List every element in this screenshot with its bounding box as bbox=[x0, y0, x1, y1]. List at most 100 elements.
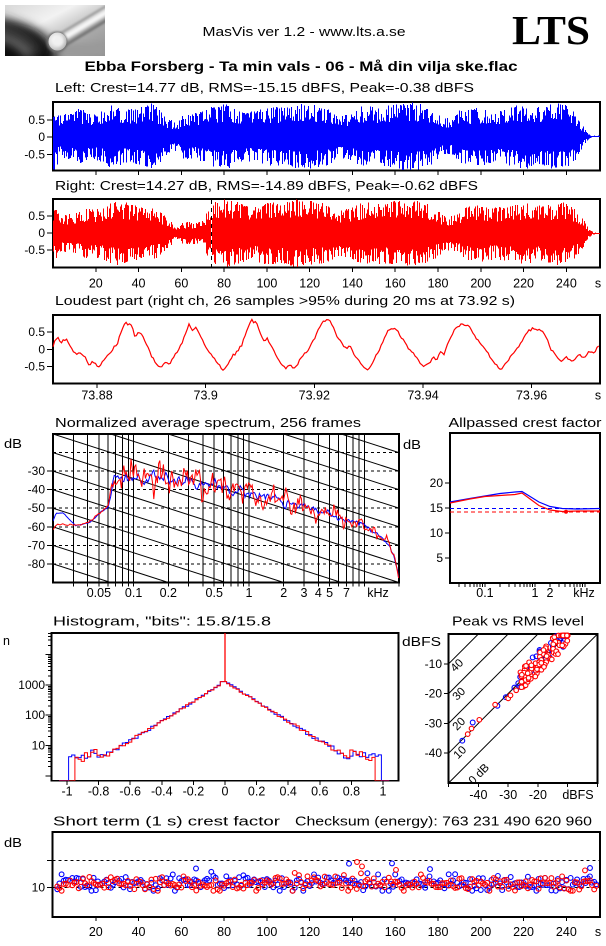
svg-text:-1: -1 bbox=[61, 785, 72, 799]
svg-text:-10: -10 bbox=[425, 657, 443, 671]
svg-text:-30: -30 bbox=[499, 788, 517, 802]
svg-text:-0.2: -0.2 bbox=[183, 785, 205, 799]
svg-text:dB: dB bbox=[403, 438, 421, 452]
svg-text:100: 100 bbox=[256, 277, 277, 291]
svg-text:-40: -40 bbox=[28, 483, 46, 497]
svg-text:60: 60 bbox=[174, 277, 188, 291]
svg-text:73.96: 73.96 bbox=[516, 389, 547, 403]
svg-text:LTS: LTS bbox=[512, 7, 590, 53]
svg-text:Left: Crest=14.77 dB, RMS=-15.: Left: Crest=14.77 dB, RMS=-15.15 dBFS, P… bbox=[55, 81, 474, 95]
svg-text:10: 10 bbox=[32, 881, 46, 895]
svg-text:-0.5: -0.5 bbox=[24, 243, 45, 257]
svg-text:n: n bbox=[3, 634, 10, 648]
svg-text:-50: -50 bbox=[28, 501, 46, 515]
svg-text:20: 20 bbox=[89, 277, 103, 291]
svg-text:40: 40 bbox=[132, 277, 146, 291]
svg-text:kHz: kHz bbox=[367, 586, 389, 600]
svg-text:-60: -60 bbox=[28, 520, 46, 534]
svg-text:dB: dB bbox=[4, 437, 22, 451]
svg-text:-0.5: -0.5 bbox=[24, 360, 45, 374]
svg-text:s: s bbox=[595, 277, 601, 291]
svg-text:73.92: 73.92 bbox=[299, 389, 330, 403]
svg-text:1: 1 bbox=[380, 785, 387, 799]
svg-text:-40: -40 bbox=[469, 788, 487, 802]
svg-text:-0.8: -0.8 bbox=[88, 785, 110, 799]
svg-text:kHz: kHz bbox=[573, 586, 595, 600]
svg-text:dBFS: dBFS bbox=[562, 788, 593, 802]
svg-text:Checksum (energy): 763 231 49: Checksum (energy): 763 231 490 620 960 bbox=[295, 815, 592, 829]
svg-text:160: 160 bbox=[385, 277, 406, 291]
svg-text:0.5: 0.5 bbox=[28, 209, 45, 223]
svg-text:220: 220 bbox=[513, 277, 534, 291]
svg-text:220: 220 bbox=[513, 925, 534, 939]
svg-text:0.05: 0.05 bbox=[87, 586, 111, 600]
svg-text:200: 200 bbox=[470, 277, 491, 291]
svg-text:-30: -30 bbox=[425, 716, 443, 730]
svg-text:0.1: 0.1 bbox=[476, 586, 493, 600]
svg-text:30: 30 bbox=[451, 686, 469, 704]
svg-text:1: 1 bbox=[245, 586, 252, 600]
svg-text:Histogram, "bits": 15.8/15.8: Histogram, "bits": 15.8/15.8 bbox=[53, 615, 271, 629]
svg-text:3: 3 bbox=[300, 586, 307, 600]
svg-text:Normalized average spectrum, 2: Normalized average spectrum, 256 frames bbox=[55, 416, 361, 430]
svg-text:120: 120 bbox=[299, 277, 320, 291]
svg-text:0.5: 0.5 bbox=[28, 325, 45, 339]
svg-text:180: 180 bbox=[428, 277, 449, 291]
svg-text:Right: Crest=14.27 dB, RMS=-14: Right: Crest=14.27 dB, RMS=-14.89 dBFS, … bbox=[55, 179, 478, 193]
svg-text:Ebba Forsberg - Ta min vals -: Ebba Forsberg - Ta min vals - 06 - Må di… bbox=[85, 59, 519, 74]
svg-text:20: 20 bbox=[89, 925, 103, 939]
svg-text:dBFS: dBFS bbox=[402, 635, 441, 649]
svg-text:-30: -30 bbox=[28, 464, 46, 478]
svg-text:100: 100 bbox=[256, 925, 277, 939]
svg-text:180: 180 bbox=[428, 925, 449, 939]
svg-text:s: s bbox=[595, 925, 601, 939]
svg-text:-80: -80 bbox=[28, 557, 46, 571]
svg-text:1000: 1000 bbox=[18, 678, 45, 692]
svg-text:0: 0 bbox=[222, 785, 229, 799]
svg-text:15: 15 bbox=[430, 501, 444, 515]
svg-text:40: 40 bbox=[449, 657, 467, 675]
svg-text:2: 2 bbox=[547, 586, 554, 600]
svg-text:0.4: 0.4 bbox=[280, 785, 297, 799]
svg-text:10: 10 bbox=[430, 526, 444, 540]
svg-text:240: 240 bbox=[556, 925, 577, 939]
svg-text:73.94: 73.94 bbox=[407, 389, 438, 403]
svg-text:20: 20 bbox=[430, 476, 444, 490]
svg-text:-0.6: -0.6 bbox=[119, 785, 141, 799]
svg-text:73.88: 73.88 bbox=[81, 389, 112, 403]
svg-text:-40: -40 bbox=[425, 746, 443, 760]
svg-text:160: 160 bbox=[385, 925, 406, 939]
svg-text:0: 0 bbox=[38, 130, 45, 144]
svg-text:5: 5 bbox=[436, 551, 443, 565]
svg-text:-0.4: -0.4 bbox=[151, 785, 173, 799]
svg-text:80: 80 bbox=[217, 277, 231, 291]
svg-text:s: s bbox=[595, 389, 601, 403]
svg-text:0.2: 0.2 bbox=[248, 785, 265, 799]
svg-text:-70: -70 bbox=[28, 538, 46, 552]
svg-text:120: 120 bbox=[299, 925, 320, 939]
svg-text:140: 140 bbox=[342, 925, 363, 939]
svg-text:10: 10 bbox=[452, 744, 470, 762]
svg-text:1: 1 bbox=[531, 586, 538, 600]
svg-text:Peak vs RMS level: Peak vs RMS level bbox=[452, 615, 584, 629]
svg-text:0.2: 0.2 bbox=[160, 586, 177, 600]
svg-text:Loudest part (right ch, 26 sam: Loudest part (right ch, 26 samples >95% … bbox=[55, 294, 515, 308]
svg-text:40: 40 bbox=[132, 925, 146, 939]
svg-text:7: 7 bbox=[343, 586, 350, 600]
svg-text:0.1: 0.1 bbox=[125, 586, 142, 600]
svg-text:Short term (1 s) crest factor: Short term (1 s) crest factor bbox=[53, 815, 280, 829]
svg-text:80: 80 bbox=[217, 925, 231, 939]
svg-text:0.5: 0.5 bbox=[206, 586, 223, 600]
svg-text:200: 200 bbox=[470, 925, 491, 939]
svg-text:0: 0 bbox=[38, 343, 45, 357]
svg-text:-20: -20 bbox=[425, 687, 443, 701]
svg-text:0.5: 0.5 bbox=[28, 113, 45, 127]
svg-text:MasVis ver 1.2 - www.lts.a.se: MasVis ver 1.2 - www.lts.a.se bbox=[203, 25, 406, 39]
svg-text:10: 10 bbox=[32, 739, 46, 753]
svg-text:0.6: 0.6 bbox=[311, 785, 328, 799]
svg-text:0: 0 bbox=[38, 226, 45, 240]
svg-text:240: 240 bbox=[556, 277, 577, 291]
svg-text:-20: -20 bbox=[529, 788, 547, 802]
svg-text:140: 140 bbox=[342, 277, 363, 291]
svg-text:60: 60 bbox=[174, 925, 188, 939]
